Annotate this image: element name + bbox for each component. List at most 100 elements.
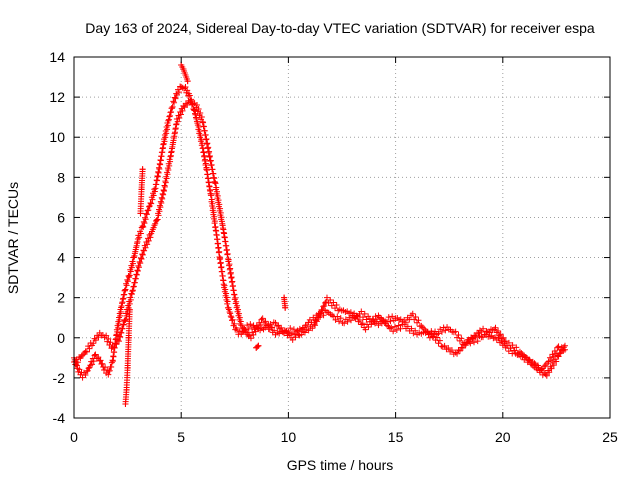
data-point bbox=[492, 324, 499, 331]
data-point bbox=[201, 152, 208, 159]
data-point bbox=[231, 320, 238, 327]
data-point bbox=[184, 78, 191, 85]
data-point bbox=[227, 313, 234, 320]
data-point bbox=[169, 105, 176, 112]
data-point bbox=[123, 282, 130, 289]
data-point bbox=[151, 222, 158, 229]
data-point bbox=[162, 179, 169, 186]
data-point bbox=[325, 300, 332, 307]
data-point bbox=[334, 313, 341, 320]
data-point bbox=[456, 347, 463, 354]
data-point bbox=[150, 192, 157, 199]
data-point bbox=[257, 321, 264, 328]
data-point bbox=[144, 241, 151, 248]
data-point bbox=[128, 264, 135, 271]
data-point bbox=[317, 310, 324, 317]
y-tick-label: -4 bbox=[53, 410, 66, 426]
data-point bbox=[556, 350, 563, 357]
data-point bbox=[135, 264, 142, 271]
data-point bbox=[371, 318, 378, 325]
data-point bbox=[351, 310, 358, 317]
data-point bbox=[161, 187, 168, 194]
data-point bbox=[176, 115, 183, 122]
data-point bbox=[105, 371, 112, 378]
data-point bbox=[538, 367, 545, 374]
data-point bbox=[358, 308, 365, 315]
data-point bbox=[273, 322, 280, 329]
data-point bbox=[149, 196, 156, 203]
data-point bbox=[409, 310, 416, 317]
data-point bbox=[315, 314, 322, 321]
data-point bbox=[137, 230, 144, 237]
data-point bbox=[250, 331, 257, 338]
data-point bbox=[164, 171, 171, 178]
data-point bbox=[108, 363, 115, 370]
data-point bbox=[458, 335, 465, 342]
data-point bbox=[168, 109, 175, 116]
data-point bbox=[89, 361, 96, 368]
data-point bbox=[323, 294, 330, 301]
data-point bbox=[478, 328, 485, 335]
data-point bbox=[162, 134, 169, 141]
data-point bbox=[83, 348, 90, 355]
data-point bbox=[344, 318, 351, 325]
data-point bbox=[486, 329, 493, 336]
data-point bbox=[141, 247, 148, 254]
data-point bbox=[452, 349, 459, 356]
data-point bbox=[522, 354, 529, 361]
data-point bbox=[259, 315, 266, 322]
data-point bbox=[235, 306, 242, 313]
data-point bbox=[97, 357, 104, 364]
data-point bbox=[496, 332, 503, 339]
data-point bbox=[143, 210, 150, 217]
data-point bbox=[152, 220, 159, 227]
data-point bbox=[388, 324, 395, 331]
data-point bbox=[354, 313, 361, 320]
data-point bbox=[106, 367, 113, 374]
data-point bbox=[159, 195, 166, 202]
data-point bbox=[241, 328, 248, 335]
tick-labels: 0 5 10 15 20 25 -4 -2 0 2 4 6 8 10 12 14 bbox=[49, 49, 618, 445]
data-point bbox=[123, 312, 130, 319]
data-point bbox=[142, 244, 149, 251]
y-tick-label: 8 bbox=[57, 169, 65, 185]
data-point bbox=[513, 344, 520, 351]
data-point bbox=[208, 192, 215, 199]
data-point bbox=[155, 212, 162, 219]
data-point bbox=[234, 302, 241, 309]
data-point bbox=[86, 345, 93, 352]
series-spike-tracks bbox=[122, 62, 289, 407]
data-point bbox=[117, 312, 124, 319]
data-point bbox=[271, 327, 278, 334]
data-point bbox=[412, 314, 419, 321]
data-point bbox=[232, 294, 239, 301]
data-point bbox=[458, 344, 465, 351]
data-point bbox=[471, 339, 478, 346]
data-point bbox=[408, 325, 415, 332]
data-point bbox=[114, 328, 121, 335]
data-point bbox=[146, 203, 153, 210]
y-tick-label: -2 bbox=[53, 370, 66, 386]
data-point bbox=[289, 330, 296, 337]
data-point bbox=[287, 325, 294, 332]
data-point bbox=[262, 318, 269, 325]
data-point bbox=[208, 196, 215, 203]
y-tick-label: 10 bbox=[49, 129, 65, 145]
data-point bbox=[166, 112, 173, 119]
series-SDTVAR-secondary bbox=[71, 97, 568, 379]
data-point bbox=[139, 251, 146, 258]
data-point bbox=[226, 261, 233, 268]
data-point bbox=[282, 304, 289, 311]
data-point bbox=[90, 358, 97, 365]
data-point bbox=[412, 327, 419, 334]
data-point bbox=[505, 339, 512, 346]
data-point bbox=[495, 328, 502, 335]
data-point bbox=[384, 322, 391, 329]
data-point bbox=[233, 298, 240, 305]
data-point bbox=[95, 354, 102, 361]
data-point bbox=[223, 290, 230, 297]
data-point bbox=[224, 298, 231, 305]
data-point bbox=[438, 328, 445, 335]
data-point bbox=[122, 286, 129, 293]
data-point bbox=[268, 324, 275, 331]
